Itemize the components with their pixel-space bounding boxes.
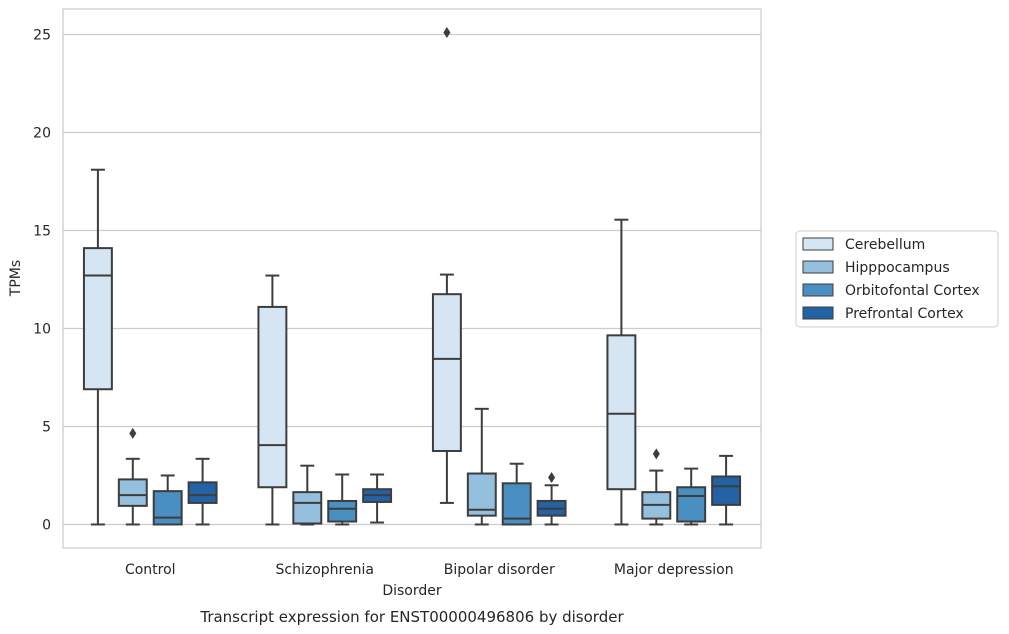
box-cerebellum [257,274,288,526]
iqr-box [676,486,707,523]
y-tick-label: 15 [33,223,51,239]
box-orbitofontal-cortex [152,474,183,526]
box-hipppocampus [641,448,672,526]
outlier-point [443,27,451,39]
x-tick-label: Major depression [614,562,734,578]
chart-caption: Transcript expression for ENST0000049680… [199,608,624,626]
x-tick-labels: Control Schizophrenia Bipolar disorder Majo… [125,562,734,578]
outlier-point [129,427,137,439]
y-tick-label: 25 [33,27,51,43]
box-cerebellum [606,218,637,526]
y-tick-label: 5 [42,419,51,435]
box-orbitofontal-cortex [327,473,358,526]
legend-swatch [802,260,834,274]
legend-label: Hipppocampus [845,260,950,276]
iqr-box [117,478,148,507]
iqr-box [187,481,218,504]
plot-frame [62,8,762,549]
box-prefrontal-cortex [711,454,742,526]
y-tick-label: 20 [33,125,51,141]
box-orbitofontal-cortex [501,462,532,526]
box-prefrontal-cortex [187,457,218,526]
legend-swatch [802,306,834,320]
box-prefrontal-cortex [362,473,393,524]
box-groups [82,27,742,526]
legend-label: Cerebellum [845,237,925,253]
iqr-box [292,491,323,525]
plot-area [63,9,761,548]
legend-label: Prefrontal Cortex [845,306,964,322]
box-cerebellum [431,27,462,504]
box-prefrontal-cortex [536,471,567,526]
x-tick-label: Bipolar disorder [444,562,555,578]
iqr-box [606,334,637,491]
box-cerebellum [82,168,113,526]
iqr-box [82,247,113,391]
iqr-box [711,475,742,506]
outlier-point [652,448,660,460]
legend-swatch [802,283,834,297]
box-hipppocampus [466,407,497,526]
legend-label: Orbitofontal Cortex [845,283,980,299]
box-hipppocampus [117,427,148,526]
y-tick-label: 0 [42,517,51,533]
legend-swatch [802,237,834,251]
y-tick-label: 10 [33,321,51,337]
y-tick-labels: 0 5 10 15 20 25 [33,27,51,533]
y-axis-label: TPMs [8,260,24,297]
legend: Cerebellum Hipppocampus Orbitofontal Corte… [795,230,999,328]
x-tick-label: Control [125,562,176,578]
iqr-box [466,472,497,517]
outlier-point [548,471,556,483]
legend-box [795,230,999,328]
x-tick-label: Schizophrenia [276,562,374,578]
iqr-box [431,293,462,452]
box-hipppocampus [292,464,323,526]
iqr-box [257,305,288,489]
iqr-box [152,490,183,526]
box-orbitofontal-cortex [676,467,707,526]
x-axis-label: Disorder [382,583,442,599]
iqr-box [327,499,358,523]
